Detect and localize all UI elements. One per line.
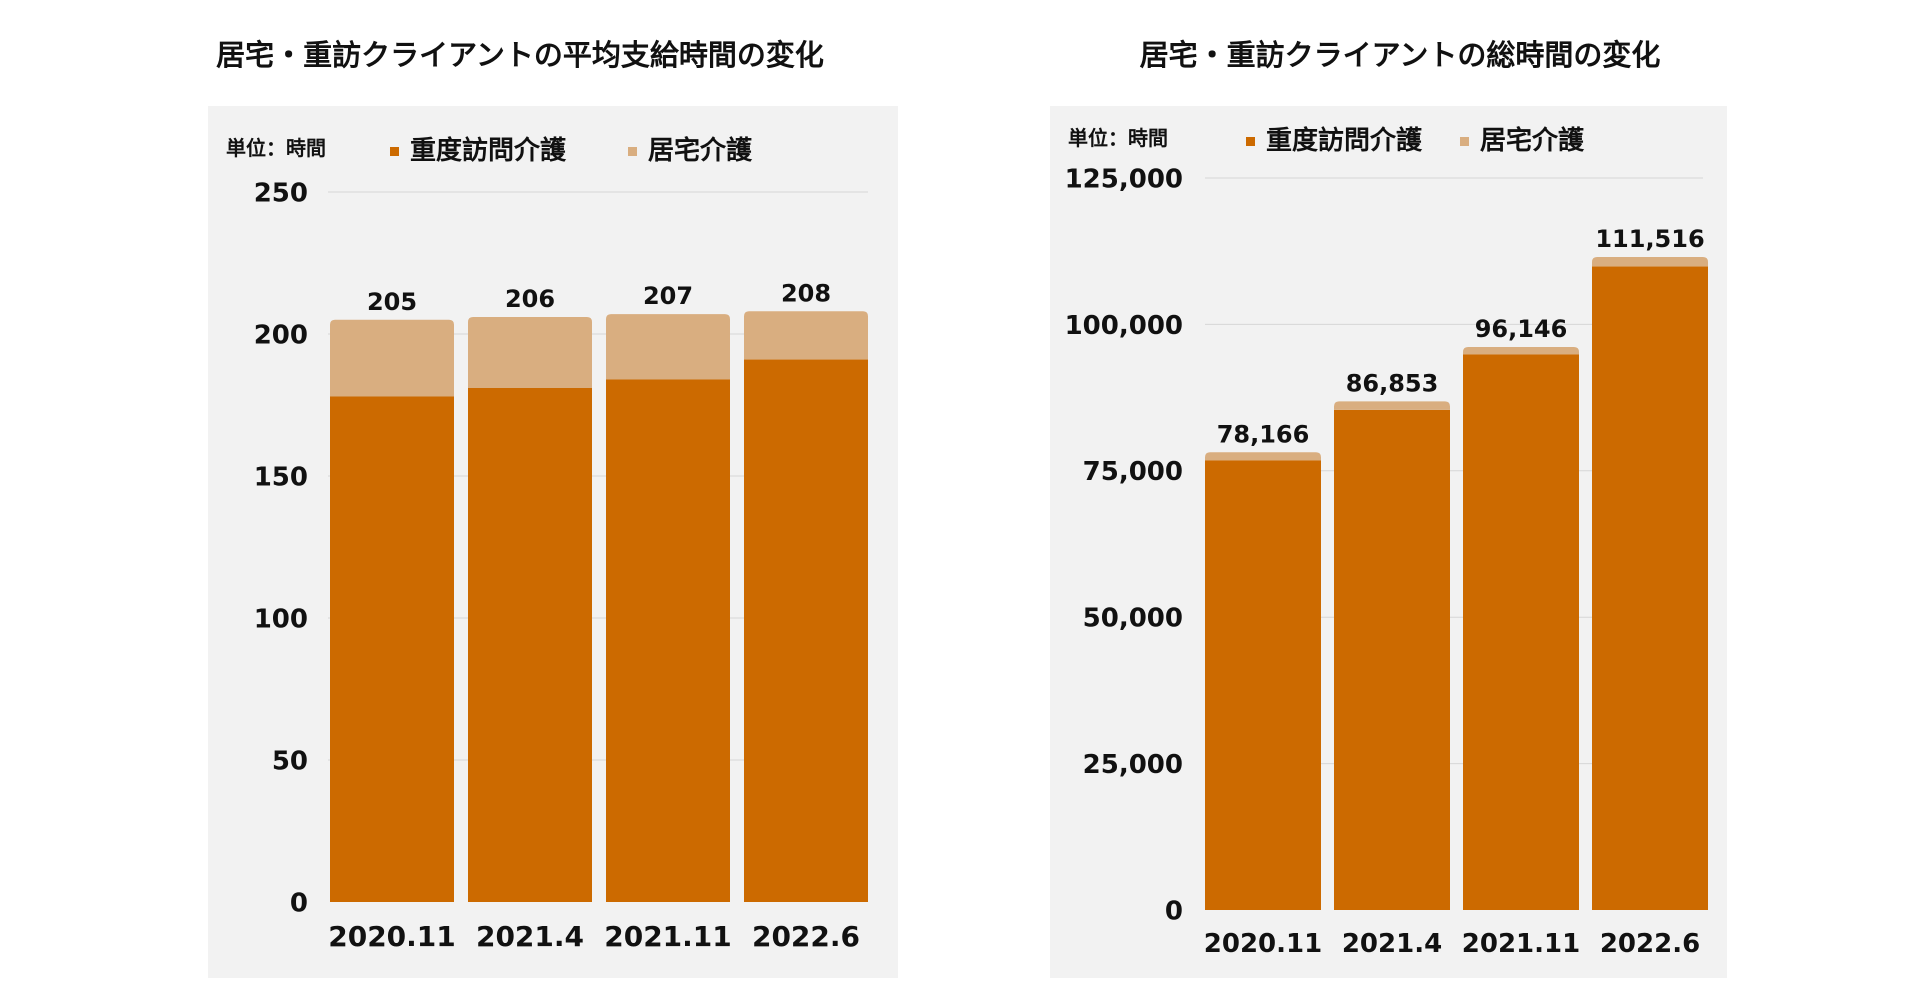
bar-segment-home-care [606,314,730,380]
bar-segment-home-care [744,311,868,360]
bar-segment-home-care [468,316,592,388]
x-tick-label: 2022.6 [1600,929,1700,959]
legend-label: 重度訪問介護 [410,135,567,166]
y-tick-label: 0 [1165,896,1183,926]
y-tick-label: 75,000 [1083,457,1183,487]
x-tick-label: 2022.6 [752,920,860,953]
total-hours-chart: 0 25,000 50,000 75,000 100,000 125,000 単位：時間 重度… [1065,125,1708,959]
bar-segment-heavy-visit-care [1463,354,1579,910]
data-label-total: 208 [781,279,831,307]
legend-swatch [390,147,399,156]
y-tick-label: 0 [290,888,308,918]
y-tick-label: 100,000 [1065,311,1183,341]
bar-segment-heavy-visit-care [330,396,454,902]
y-tick-label: 150 [254,462,308,492]
legend-label: 居宅介護 [648,135,753,166]
legend-label: 居宅介護 [1480,125,1585,156]
unit-label: 単位：時間 [1068,126,1168,150]
x-tick-label: 2021.4 [476,920,584,953]
x-tick-label: 2021.11 [1462,929,1580,959]
bar-segment-home-care [1463,346,1579,355]
data-label-total: 86,853 [1346,369,1439,397]
chart-panel-average-hours: 0 50 100 150 200 250 単位：時間 重度訪問介護 居宅介護 205 2020.11… [208,106,898,978]
unit-label: 単位：時間 [226,136,326,160]
bar-segment-home-care [1205,452,1321,461]
bar-segment-home-care [1334,401,1450,410]
y-tick-label: 250 [254,178,308,208]
x-tick-label: 2021.11 [604,920,732,953]
legend-swatch [1246,137,1255,146]
chart-title-average-hours: 居宅・重訪クライアントの平均支給時間の変化 [216,38,824,72]
chart-panel-total-hours: 0 25,000 50,000 75,000 100,000 125,000 単位：時間 重度… [1050,106,1727,978]
x-tick-label: 2021.4 [1342,929,1442,959]
legend-label: 重度訪問介護 [1266,125,1423,156]
data-label-total: 207 [643,282,693,310]
y-tick-label: 100 [254,604,308,634]
data-label-total: 78,166 [1217,420,1310,448]
data-label-total: 206 [505,285,555,313]
chart-title-total-hours: 居宅・重訪クライアントの総時間の変化 [1139,38,1661,72]
y-tick-label: 25,000 [1083,750,1183,780]
bar-segment-heavy-visit-care [1205,460,1321,910]
legend-swatch [628,147,637,156]
data-label-total: 111,516 [1595,225,1704,253]
bar-segment-home-care [330,319,454,397]
x-tick-label: 2020.11 [328,920,456,953]
bar-segment-heavy-visit-care [606,379,730,902]
bar-segment-heavy-visit-care [744,359,868,902]
bar-segment-heavy-visit-care [1334,409,1450,910]
y-tick-label: 200 [254,320,308,350]
y-tick-label: 50 [272,746,308,776]
data-label-total: 96,146 [1475,315,1568,343]
bar-segment-heavy-visit-care [468,387,592,903]
y-tick-label: 125,000 [1065,164,1183,194]
legend-swatch [1460,137,1469,146]
data-label-total: 205 [367,288,417,316]
bar-segment-heavy-visit-care [1592,266,1708,910]
y-tick-label: 50,000 [1083,604,1183,634]
average-hours-chart: 0 50 100 150 200 250 単位：時間 重度訪問介護 居宅介護 205 2020.11… [226,135,868,953]
bar-segment-home-care [1592,256,1708,267]
x-tick-label: 2020.11 [1204,929,1322,959]
